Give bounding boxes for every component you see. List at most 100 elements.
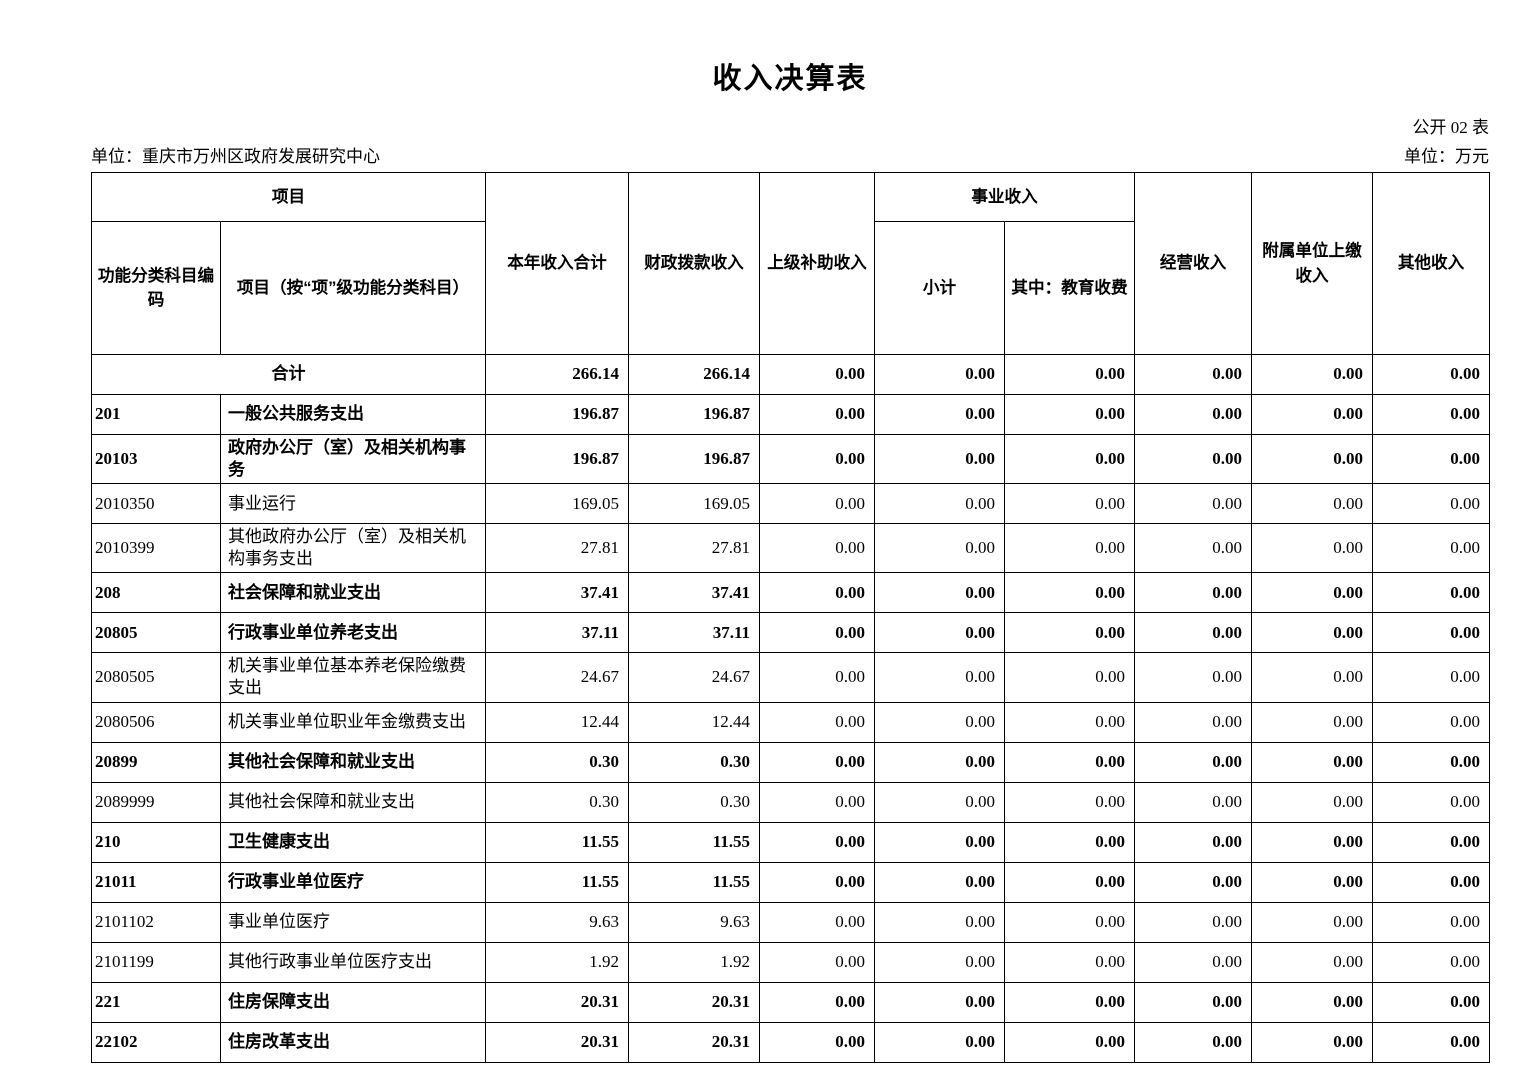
cell-value: 0.00	[1134, 781, 1252, 823]
cell-item-name: 行政事业单位养老支出	[220, 612, 486, 654]
table-row: 210 卫生健康支出 11.55 11.55 0.00 0.00 0.00 0.00 0.00 0…	[91, 821, 1490, 863]
cell-value: 0.00	[759, 652, 875, 703]
cell-code: 21011	[91, 861, 221, 903]
cell-item-name: 其他行政事业单位医疗支出	[220, 941, 486, 983]
cell-value: 20.31	[485, 981, 629, 1023]
header-education-fee: 其中：教育收费	[1004, 221, 1135, 355]
cell-code: 201	[91, 394, 221, 435]
cell-value: 0.00	[1372, 901, 1490, 943]
cell-value: 0.00	[1004, 652, 1135, 703]
header-project-group: 项目	[91, 172, 486, 222]
cell-value: 0.00	[1372, 821, 1490, 863]
cell-item-name: 住房改革支出	[220, 1021, 486, 1063]
table-row: 208 社会保障和就业支出 37.41 37.41 0.00 0.00 0.00 0.00 0.…	[91, 572, 1490, 614]
cell-value: 0.00	[1372, 572, 1490, 614]
cell-value: 0.00	[1004, 394, 1135, 435]
cell-value: 0.00	[1134, 394, 1252, 435]
cell-value: 0.00	[1372, 483, 1490, 525]
cell-value: 0.00	[874, 861, 1005, 903]
cell-value: 0.00	[1251, 652, 1373, 703]
table-row: 合计 266.14 266.14 0.00 0.00 0.00 0.00 0.00 0.00	[91, 354, 1490, 395]
cell-value: 0.00	[1004, 781, 1135, 823]
cell-value: 0.00	[1372, 433, 1490, 485]
cell-item-name: 一般公共服务支出	[220, 394, 486, 435]
cell-code: 22102	[91, 1021, 221, 1063]
cell-value: 0.00	[1134, 941, 1252, 983]
cell-value: 24.67	[485, 652, 629, 703]
header-year-total: 本年收入合计	[485, 172, 629, 355]
cell-value: 0.00	[1372, 861, 1490, 903]
cell-code: 2010399	[91, 523, 221, 574]
table-body: 合计 266.14 266.14 0.00 0.00 0.00 0.00 0.00 0.00 20…	[91, 354, 1490, 1063]
cell-value: 0.00	[1004, 572, 1135, 614]
meta-row: 单位：重庆市万州区政府发展研究中心 单位：万元	[91, 142, 1489, 167]
cell-value: 0.00	[1251, 1021, 1373, 1063]
cell-code: 2101102	[91, 901, 221, 943]
header-row-top: 项目 本年收入合计 财政拨款收入 上级补助收入 事业收入 经营收入 附属单位上缴…	[91, 172, 1490, 355]
cell-value: 266.14	[628, 354, 760, 395]
header-business-income-group: 事业收入	[874, 172, 1135, 222]
income-table: 项目 本年收入合计 财政拨款收入 上级补助收入 事业收入 经营收入 附属单位上缴…	[91, 172, 1490, 1063]
table-row: 221 住房保障支出 20.31 20.31 0.00 0.00 0.00 0.00 0.00 0…	[91, 981, 1490, 1023]
cell-value: 0.00	[1251, 901, 1373, 943]
cell-value: 0.00	[1134, 741, 1252, 783]
cell-value: 169.05	[628, 483, 760, 525]
cell-code: 20899	[91, 741, 221, 783]
cell-value: 0.00	[1251, 981, 1373, 1023]
table-row: 201 一般公共服务支出 196.87 196.87 0.00 0.00 0.00 0.00 0…	[91, 394, 1490, 435]
table-row: 2010399 其他政府办公厅（室）及相关机构事务支出 27.81 27.81 0.00…	[91, 523, 1490, 574]
cell-code: 20805	[91, 612, 221, 654]
cell-value: 0.00	[1134, 523, 1252, 574]
table-row: 20103 政府办公厅（室）及相关机构事务 196.87 196.87 0.00 0.00…	[91, 433, 1490, 485]
cell-value: 0.00	[1134, 612, 1252, 654]
cell-value: 0.00	[1134, 701, 1252, 743]
cell-value: 0.00	[874, 941, 1005, 983]
table-row: 2101199 其他行政事业单位医疗支出 1.92 1.92 0.00 0.00 0.00 0…	[91, 941, 1490, 983]
cell-value: 0.00	[874, 741, 1005, 783]
cell-value: 0.00	[759, 741, 875, 783]
currency-unit-label: 单位：万元	[1404, 147, 1489, 166]
cell-value: 0.00	[759, 354, 875, 395]
cell-value: 0.00	[759, 523, 875, 574]
cell-value: 0.00	[1004, 612, 1135, 654]
cell-value: 0.00	[759, 941, 875, 983]
cell-value: 196.87	[628, 394, 760, 435]
cell-value: 0.00	[874, 781, 1005, 823]
cell-value: 12.44	[628, 701, 760, 743]
cell-value: 0.00	[874, 572, 1005, 614]
cell-value: 0.00	[759, 781, 875, 823]
cell-value: 9.63	[628, 901, 760, 943]
cell-value: 0.00	[874, 821, 1005, 863]
header-operating-income: 经营收入	[1134, 172, 1252, 355]
table-row: 2080505 机关事业单位基本养老保险缴费支出 24.67 24.67 0.00 0.0…	[91, 652, 1490, 703]
cell-value: 0.00	[1372, 701, 1490, 743]
cell-value: 1.92	[628, 941, 760, 983]
cell-value: 20.31	[628, 1021, 760, 1063]
header-subtotal: 小计	[874, 221, 1005, 355]
cell-value: 0.00	[1134, 861, 1252, 903]
cell-value: 0.00	[1134, 821, 1252, 863]
table-row: 2010350 事业运行 169.05 169.05 0.00 0.00 0.00 0.00 0…	[91, 483, 1490, 525]
cell-value: 0.00	[759, 981, 875, 1023]
cell-value: 0.00	[1251, 433, 1373, 485]
cell-value: 0.00	[1134, 652, 1252, 703]
cell-value: 11.55	[628, 821, 760, 863]
org-name-label: 单位：重庆市万州区政府发展研究中心	[91, 147, 380, 166]
cell-value: 0.00	[1372, 354, 1490, 395]
cell-value: 0.00	[1372, 523, 1490, 574]
table-row: 2101102 事业单位医疗 9.63 9.63 0.00 0.00 0.00 0.00 0.0…	[91, 901, 1490, 943]
cell-value: 0.00	[1004, 741, 1135, 783]
cell-value: 0.00	[1372, 394, 1490, 435]
cell-code: 221	[91, 981, 221, 1023]
cell-grand-total-label: 合计	[91, 354, 486, 395]
cell-value: 0.00	[1251, 701, 1373, 743]
cell-value: 0.00	[1004, 354, 1135, 395]
cell-value: 0.00	[1134, 354, 1252, 395]
cell-value: 0.00	[1134, 483, 1252, 525]
cell-value: 0.00	[874, 981, 1005, 1023]
cell-value: 0.00	[1004, 1021, 1135, 1063]
cell-value: 0.00	[1134, 901, 1252, 943]
cell-value: 0.00	[1251, 941, 1373, 983]
cell-value: 0.00	[874, 652, 1005, 703]
cell-value: 0.00	[1004, 523, 1135, 574]
